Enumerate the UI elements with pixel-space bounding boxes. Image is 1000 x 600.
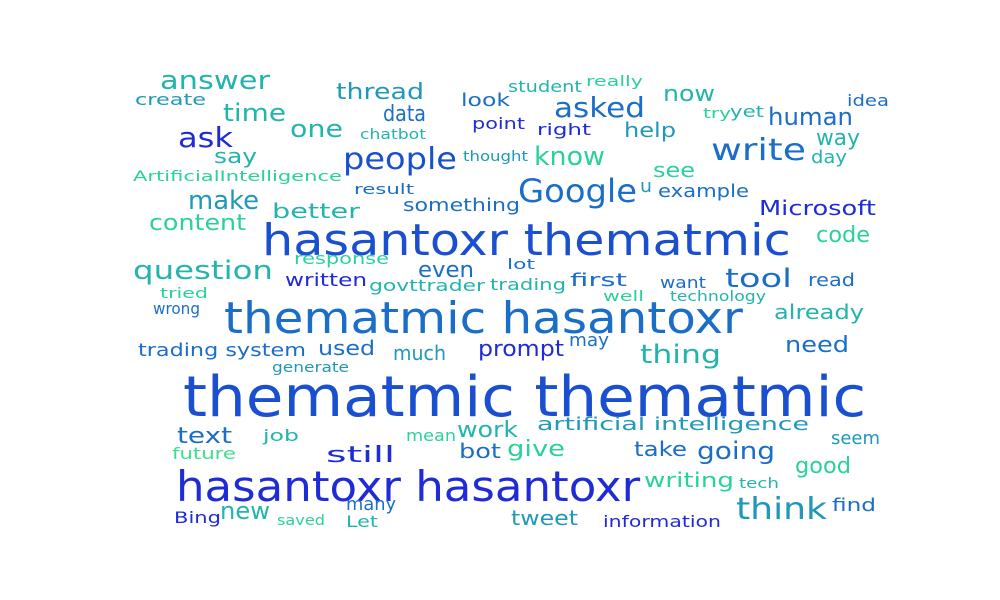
cloud-word-bot: bot	[459, 439, 501, 463]
cloud-word-generate: generate	[272, 360, 350, 376]
cloud-word-even: even	[418, 258, 474, 283]
cloud-word-well: well	[603, 289, 645, 305]
cloud-word-work: work	[457, 418, 519, 443]
cloud-word-text: text	[177, 424, 233, 449]
cloud-word-used: used	[318, 336, 376, 360]
cloud-word-tech: tech	[739, 476, 779, 492]
cloud-word-better: better	[272, 199, 360, 223]
cloud-word-asked: asked	[554, 91, 645, 124]
cloud-word-something: something	[403, 195, 521, 216]
cloud-word-see: see	[653, 158, 696, 182]
cloud-word-one: one	[290, 115, 343, 143]
cloud-word-thematmic-thematmic: thematmic thematmic	[183, 365, 867, 430]
cloud-word-bing: Bing	[174, 508, 222, 527]
cloud-word-write: write	[711, 133, 806, 168]
cloud-word-think: think	[736, 492, 827, 527]
cloud-word-thing: thing	[640, 340, 722, 370]
cloud-word-yet: yet	[730, 102, 764, 121]
cloud-word-many: many	[346, 494, 397, 515]
cloud-word-job: job	[263, 426, 300, 445]
cloud-word-really: really	[586, 74, 643, 90]
cloud-word-create: create	[135, 90, 207, 109]
cloud-word-may: may	[569, 330, 610, 351]
cloud-word-ask: ask	[178, 121, 234, 154]
cloud-word-example: example	[658, 181, 749, 202]
cloud-word-artificialintelligence: ArtificialIntelligence	[133, 169, 342, 185]
cloud-word-try: try	[703, 106, 732, 122]
cloud-word-chatbot: chatbot	[360, 127, 426, 143]
cloud-word-idea: idea	[847, 91, 889, 110]
cloud-word-govttrader: govttrader	[369, 276, 486, 295]
cloud-word-know: know	[534, 142, 605, 172]
cloud-word-hasantoxr-thematmic: hasantoxr thematmic	[262, 215, 791, 266]
cloud-word-time: time	[223, 99, 287, 127]
cloud-word-google: Google	[518, 172, 638, 210]
cloud-word-read: read	[808, 270, 855, 291]
cloud-word-tried: tried	[160, 286, 209, 302]
cloud-word-result: result	[354, 182, 415, 198]
cloud-word-technology: technology	[670, 289, 767, 305]
cloud-word-give: give	[507, 437, 566, 462]
cloud-word-help: help	[624, 118, 677, 142]
cloud-word-first: first	[570, 270, 628, 291]
cloud-word-microsoft: Microsoft	[759, 196, 876, 220]
cloud-word-prompt: prompt	[478, 337, 565, 362]
cloud-word-seem: seem	[831, 428, 881, 449]
cloud-word-thematmic-hasantoxr: thematmic hasantoxr	[224, 293, 743, 344]
cloud-word-thought: thought	[463, 149, 528, 165]
cloud-word-day: day	[811, 147, 847, 168]
cloud-word-much: much	[393, 341, 446, 365]
cloud-word-still: still	[326, 443, 395, 468]
cloud-word-trading-system: trading system	[138, 340, 306, 361]
cloud-word-need: need	[785, 333, 850, 358]
cloud-word-question: question	[133, 256, 273, 286]
cloud-word-look: look	[461, 90, 510, 111]
cloud-word-answer: answer	[160, 66, 270, 96]
cloud-word-say: say	[214, 144, 258, 168]
cloud-word-tweet: tweet	[511, 506, 579, 530]
cloud-word-find: find	[832, 495, 877, 516]
cloud-word-data: data	[383, 102, 427, 127]
cloud-word-going: going	[697, 437, 776, 465]
cloud-word-human: human	[768, 103, 853, 131]
cloud-word-response: response	[294, 249, 389, 268]
cloud-word-code: code	[816, 223, 871, 248]
cloud-word-new: new	[220, 497, 271, 525]
cloud-word-way: way	[816, 126, 861, 151]
cloud-word-take: take	[634, 437, 688, 461]
cloud-word-want: want	[660, 273, 706, 292]
cloud-word-information: information	[603, 512, 722, 531]
cloud-word-right: right	[537, 120, 591, 139]
cloud-word-hasantoxr-hasantoxr: hasantoxr hasantoxr	[176, 462, 641, 511]
cloud-word-writing: writing	[644, 468, 734, 492]
cloud-word-good: good	[795, 454, 852, 479]
cloud-word-future: future	[172, 444, 237, 463]
cloud-word-make: make	[188, 186, 260, 216]
cloud-word-let: Let	[346, 512, 379, 531]
cloud-word-artificial-intelligence: artificial intelligence	[537, 414, 809, 435]
cloud-word-student: student	[508, 77, 583, 96]
cloud-word-u: u	[640, 176, 653, 197]
cloud-word-already: already	[774, 300, 864, 324]
cloud-word-content: content	[149, 211, 247, 236]
cloud-word-now: now	[663, 82, 715, 107]
cloud-word-point: point	[472, 114, 526, 133]
cloud-word-wrong: wrong	[153, 299, 200, 318]
cloud-word-saved: saved	[277, 513, 326, 529]
cloud-word-written: written	[285, 270, 368, 291]
cloud-word-trading: trading	[490, 275, 566, 294]
cloud-word-people: people	[343, 142, 458, 177]
cloud-word-mean: mean	[406, 426, 457, 445]
cloud-word-tool: tool	[725, 264, 793, 294]
cloud-word-lot: lot	[507, 257, 536, 273]
cloud-word-thread: thread	[336, 80, 424, 105]
